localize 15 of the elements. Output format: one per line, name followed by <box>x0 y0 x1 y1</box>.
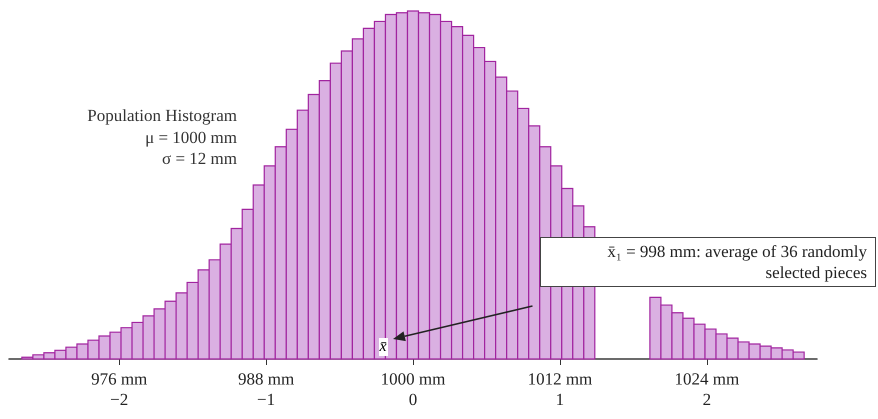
x2-tick-label: 1 <box>556 390 564 409</box>
text: Population Histogram <box>87 106 237 125</box>
x2-tick-label: −2 <box>110 390 128 409</box>
annotation: σ = 12 mm <box>162 149 237 168</box>
x-tick-label: 1024 mm <box>674 370 740 388</box>
x2-tick-label: 2 <box>702 390 712 409</box>
x-tick-label: 1000 mm <box>380 370 446 388</box>
x2-tick-label: 0 <box>408 390 418 409</box>
x-tick-label: 976 mm <box>91 370 148 388</box>
annotation: x̄ <box>378 338 388 356</box>
annotation: μ = 1000 mm <box>145 128 237 147</box>
x2-tick-label: −1 <box>257 390 276 409</box>
x-tick-label: 988 mm <box>238 370 294 388</box>
text-box: x̄₁ = 998 mm: average of 36 randomly selected pieces <box>540 237 876 287</box>
x-tick-label: 1012 mm <box>528 370 592 388</box>
